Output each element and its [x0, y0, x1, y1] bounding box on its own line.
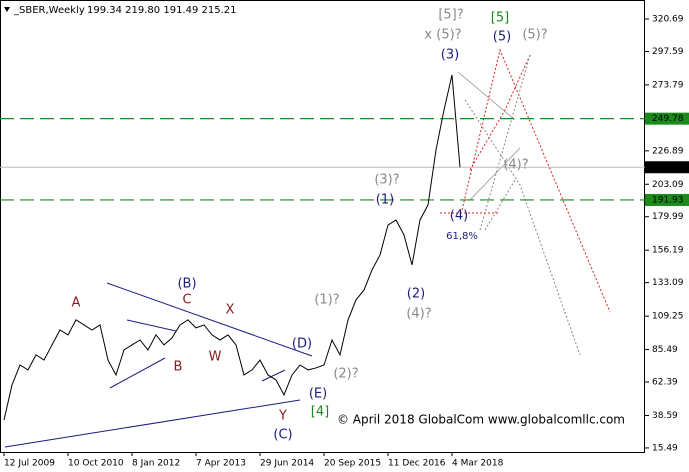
chart-title: _SBER,Weekly: [13, 5, 85, 16]
trend-line: [126, 319, 177, 332]
level-label-bg: [645, 161, 689, 174]
ohlc: 199.34 219.80 191.49 215.21: [87, 5, 237, 16]
y-tick-label: 203.09: [652, 180, 684, 190]
trend-line: [109, 357, 166, 389]
wave-label: Y: [278, 409, 287, 424]
projection: [461, 48, 611, 313]
channel-line: [469, 147, 521, 201]
wave-label: x (5)?: [424, 28, 461, 43]
wave-label: (4): [450, 209, 468, 224]
trend-line: [4, 399, 301, 448]
wave-label: [5]: [491, 11, 509, 26]
wave-label: [5]?: [438, 8, 463, 23]
trend-line: [261, 369, 286, 382]
wave-label: (3): [441, 48, 459, 63]
wave-label: (B): [177, 277, 196, 292]
x-tick-label: 20 Sep 2015: [324, 459, 381, 469]
level-label: 215.21: [652, 163, 684, 173]
wave-label: (D): [292, 337, 312, 352]
level-label: 249.78: [652, 114, 684, 124]
x-tick-label: 10 Oct 2010: [68, 459, 124, 469]
plot-frame: [0, 0, 645, 453]
wave-lines: [4, 48, 611, 448]
wave-label: (1): [376, 193, 394, 208]
wave-label: (E): [309, 387, 327, 402]
x-tick-label: 12 Jul 2009: [4, 459, 55, 469]
y-tick-label: 15.49: [652, 443, 678, 453]
wave-label: (2)?: [333, 367, 358, 382]
projection: [484, 179, 516, 231]
wave-label: (1)?: [314, 293, 339, 308]
wave-label: (C): [273, 428, 292, 443]
y-tick-label: 62.39: [652, 378, 678, 388]
x-tick-label: 8 Jan 2012: [132, 459, 180, 469]
y-tick-label: 179.99: [652, 212, 684, 222]
y-tick-label: 38.59: [652, 411, 678, 421]
y-tick-label: 226.89: [652, 146, 684, 156]
wave-label: C: [182, 293, 191, 308]
wave-label: (3)?: [374, 173, 399, 188]
channel-line: [457, 71, 516, 121]
y-tick-label: 133.09: [652, 278, 684, 288]
price-line: [3, 74, 461, 421]
x-tick-label: 11 Dec 2016: [388, 459, 446, 469]
wave-label: 61,8%: [446, 231, 478, 242]
y-tick-label: 320.69: [652, 14, 684, 24]
y-tick-label: 109.25: [652, 312, 684, 322]
wave-label: © April 2018 GlobalCom www.globalcomllc.…: [337, 413, 625, 427]
x-tick-label: 4 Mar 2018: [452, 459, 504, 469]
level-label-bg: [645, 112, 689, 125]
projection: [464, 99, 581, 356]
wave-label: (5): [493, 30, 511, 45]
level-label: 191.93: [652, 195, 684, 205]
level-label-bg: [645, 193, 689, 206]
x-tick-label: 7 Apr 2013: [196, 459, 246, 469]
wave-label: W: [209, 350, 222, 365]
wave-label: (5)?: [522, 28, 547, 43]
y-tick-label: 273.79: [652, 80, 684, 90]
x-tick-label: 29 Jun 2014: [260, 459, 314, 469]
wave-label: X: [226, 303, 235, 318]
wave-label: [4]: [311, 405, 329, 420]
projection: [469, 54, 531, 171]
wave-label: (2): [407, 287, 425, 302]
wave-label: (4)?: [503, 158, 528, 173]
wave-label: A: [72, 296, 81, 311]
y-tick-label: 85.49: [652, 345, 678, 355]
trend-line: [106, 282, 313, 357]
y-tick-label: 156.19: [652, 246, 684, 256]
y-tick-label: 297.59: [652, 47, 684, 57]
wave-label: B: [174, 360, 183, 375]
menu-arrow: [4, 7, 10, 12]
price-axis: [645, 0, 689, 472]
wave-label: (4)?: [406, 307, 431, 322]
